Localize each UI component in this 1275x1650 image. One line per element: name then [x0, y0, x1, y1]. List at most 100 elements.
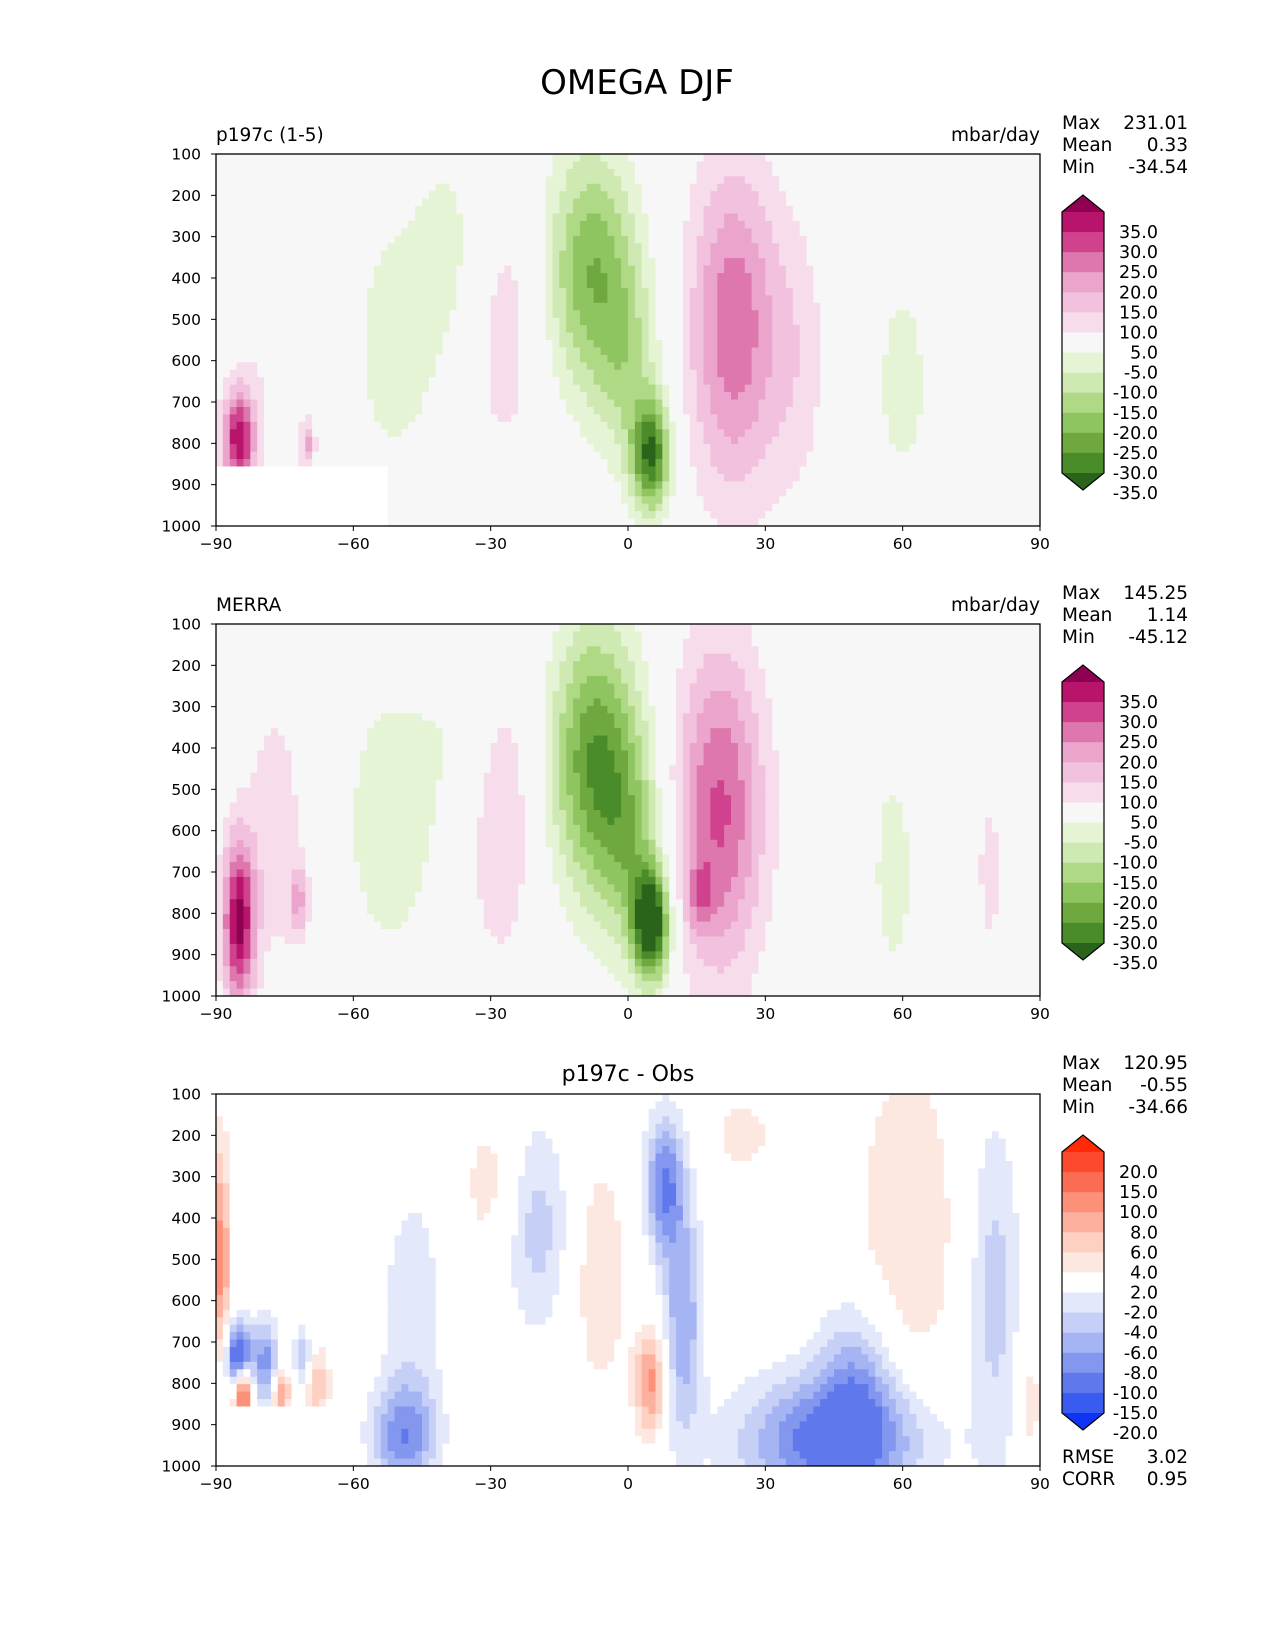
- contour-cell: [339, 377, 348, 386]
- contour-cell: [559, 198, 567, 207]
- contour-cell: [380, 302, 389, 311]
- contour-cell: [552, 243, 560, 252]
- contour-cell: [229, 243, 238, 252]
- contour-cell: [950, 362, 959, 371]
- contour-cell: [277, 220, 286, 229]
- contour-cell: [463, 191, 471, 200]
- contour-cell: [257, 354, 265, 363]
- contour-cell: [792, 243, 801, 252]
- contour-cell: [270, 451, 279, 460]
- contour-cell: [277, 459, 286, 468]
- contour-cell: [758, 354, 766, 363]
- contour-cell: [758, 265, 766, 274]
- contour-cell: [257, 280, 265, 289]
- contour-cell: [785, 414, 794, 423]
- contour-cell: [827, 384, 835, 393]
- contour-cell: [559, 340, 567, 349]
- contour-cell: [525, 459, 533, 468]
- contour-cell: [682, 228, 691, 237]
- contour-cell: [373, 191, 382, 200]
- contour-cell: [737, 198, 746, 207]
- contour-cell: [827, 161, 835, 170]
- contour-cell: [277, 228, 286, 237]
- contour-cell: [655, 392, 663, 401]
- contour-cell: [628, 429, 636, 438]
- contour-cell: [875, 287, 883, 296]
- contour-cell: [504, 392, 512, 401]
- contour-cell: [641, 451, 650, 460]
- contour-cell: [257, 176, 265, 185]
- contour-cell: [737, 161, 746, 170]
- contour-cell: [566, 369, 574, 378]
- contour-cell: [964, 176, 972, 185]
- contour-cell: [257, 213, 265, 222]
- contour-cell: [964, 258, 972, 267]
- contour-cell: [552, 176, 560, 185]
- contour-cell: [264, 302, 272, 311]
- contour-cell: [875, 332, 883, 341]
- contour-cell: [586, 444, 595, 453]
- contour-cell: [655, 206, 663, 215]
- contour-cell: [655, 176, 663, 185]
- contour-cell: [930, 429, 938, 438]
- contour-cell: [525, 310, 533, 319]
- contour-cell: [1012, 340, 1020, 349]
- contour-cell: [566, 429, 574, 438]
- contour-cell: [229, 191, 238, 200]
- contour-cell: [346, 354, 354, 363]
- contour-cell: [875, 406, 883, 415]
- contour-cell: [717, 191, 725, 200]
- contour-cell: [813, 444, 821, 453]
- contour-cell: [339, 206, 348, 215]
- contour-cell: [401, 362, 409, 371]
- contour-cell: [882, 362, 890, 371]
- contour-cell: [827, 273, 835, 282]
- contour-cell: [902, 310, 911, 319]
- contour-cell: [586, 436, 595, 445]
- contour-cell: [792, 406, 801, 415]
- contour-cell: [703, 406, 711, 415]
- contour-cell: [628, 406, 636, 415]
- contour-cell: [737, 228, 746, 237]
- contour-cell: [888, 310, 897, 319]
- contour-cell: [1033, 176, 1040, 185]
- contour-cell: [387, 176, 396, 185]
- contour-cell: [360, 154, 368, 163]
- contour-cell: [483, 429, 492, 438]
- contour-cell: [367, 317, 375, 326]
- contour-cell: [682, 243, 691, 252]
- contour-cell: [566, 406, 574, 415]
- contour-cell: [243, 436, 251, 445]
- contour-cell: [895, 213, 904, 222]
- contour-cell: [367, 228, 375, 237]
- contour-cell: [408, 258, 416, 267]
- contour-cell: [758, 161, 766, 170]
- contour-cell: [277, 429, 286, 438]
- contour-cell: [284, 444, 293, 453]
- contour-cell: [930, 340, 938, 349]
- contour-cell: [319, 377, 327, 386]
- contour-cell: [586, 287, 595, 296]
- contour-cell: [792, 183, 801, 192]
- contour-cell: [312, 220, 320, 229]
- contour-cell: [655, 235, 663, 244]
- contour-cell: [367, 295, 375, 304]
- contour-cell: [662, 220, 670, 229]
- contour-cell: [662, 191, 670, 200]
- contour-cell: [291, 295, 299, 304]
- contour-cell: [518, 347, 526, 356]
- contour-cell: [552, 377, 560, 386]
- contour-cell: [600, 354, 608, 363]
- contour-cell: [476, 340, 485, 349]
- contour-cell: [1019, 220, 1027, 229]
- contour-cell: [1033, 325, 1040, 334]
- contour-cell: [243, 295, 251, 304]
- contour-cell: [243, 265, 251, 274]
- contour-cell: [895, 392, 904, 401]
- contour-cell: [717, 258, 725, 267]
- contour-cell: [600, 406, 608, 415]
- contour-cell: [875, 295, 883, 304]
- contour-cell: [902, 369, 911, 378]
- contour-cell: [621, 265, 629, 274]
- contour-cell: [470, 198, 478, 207]
